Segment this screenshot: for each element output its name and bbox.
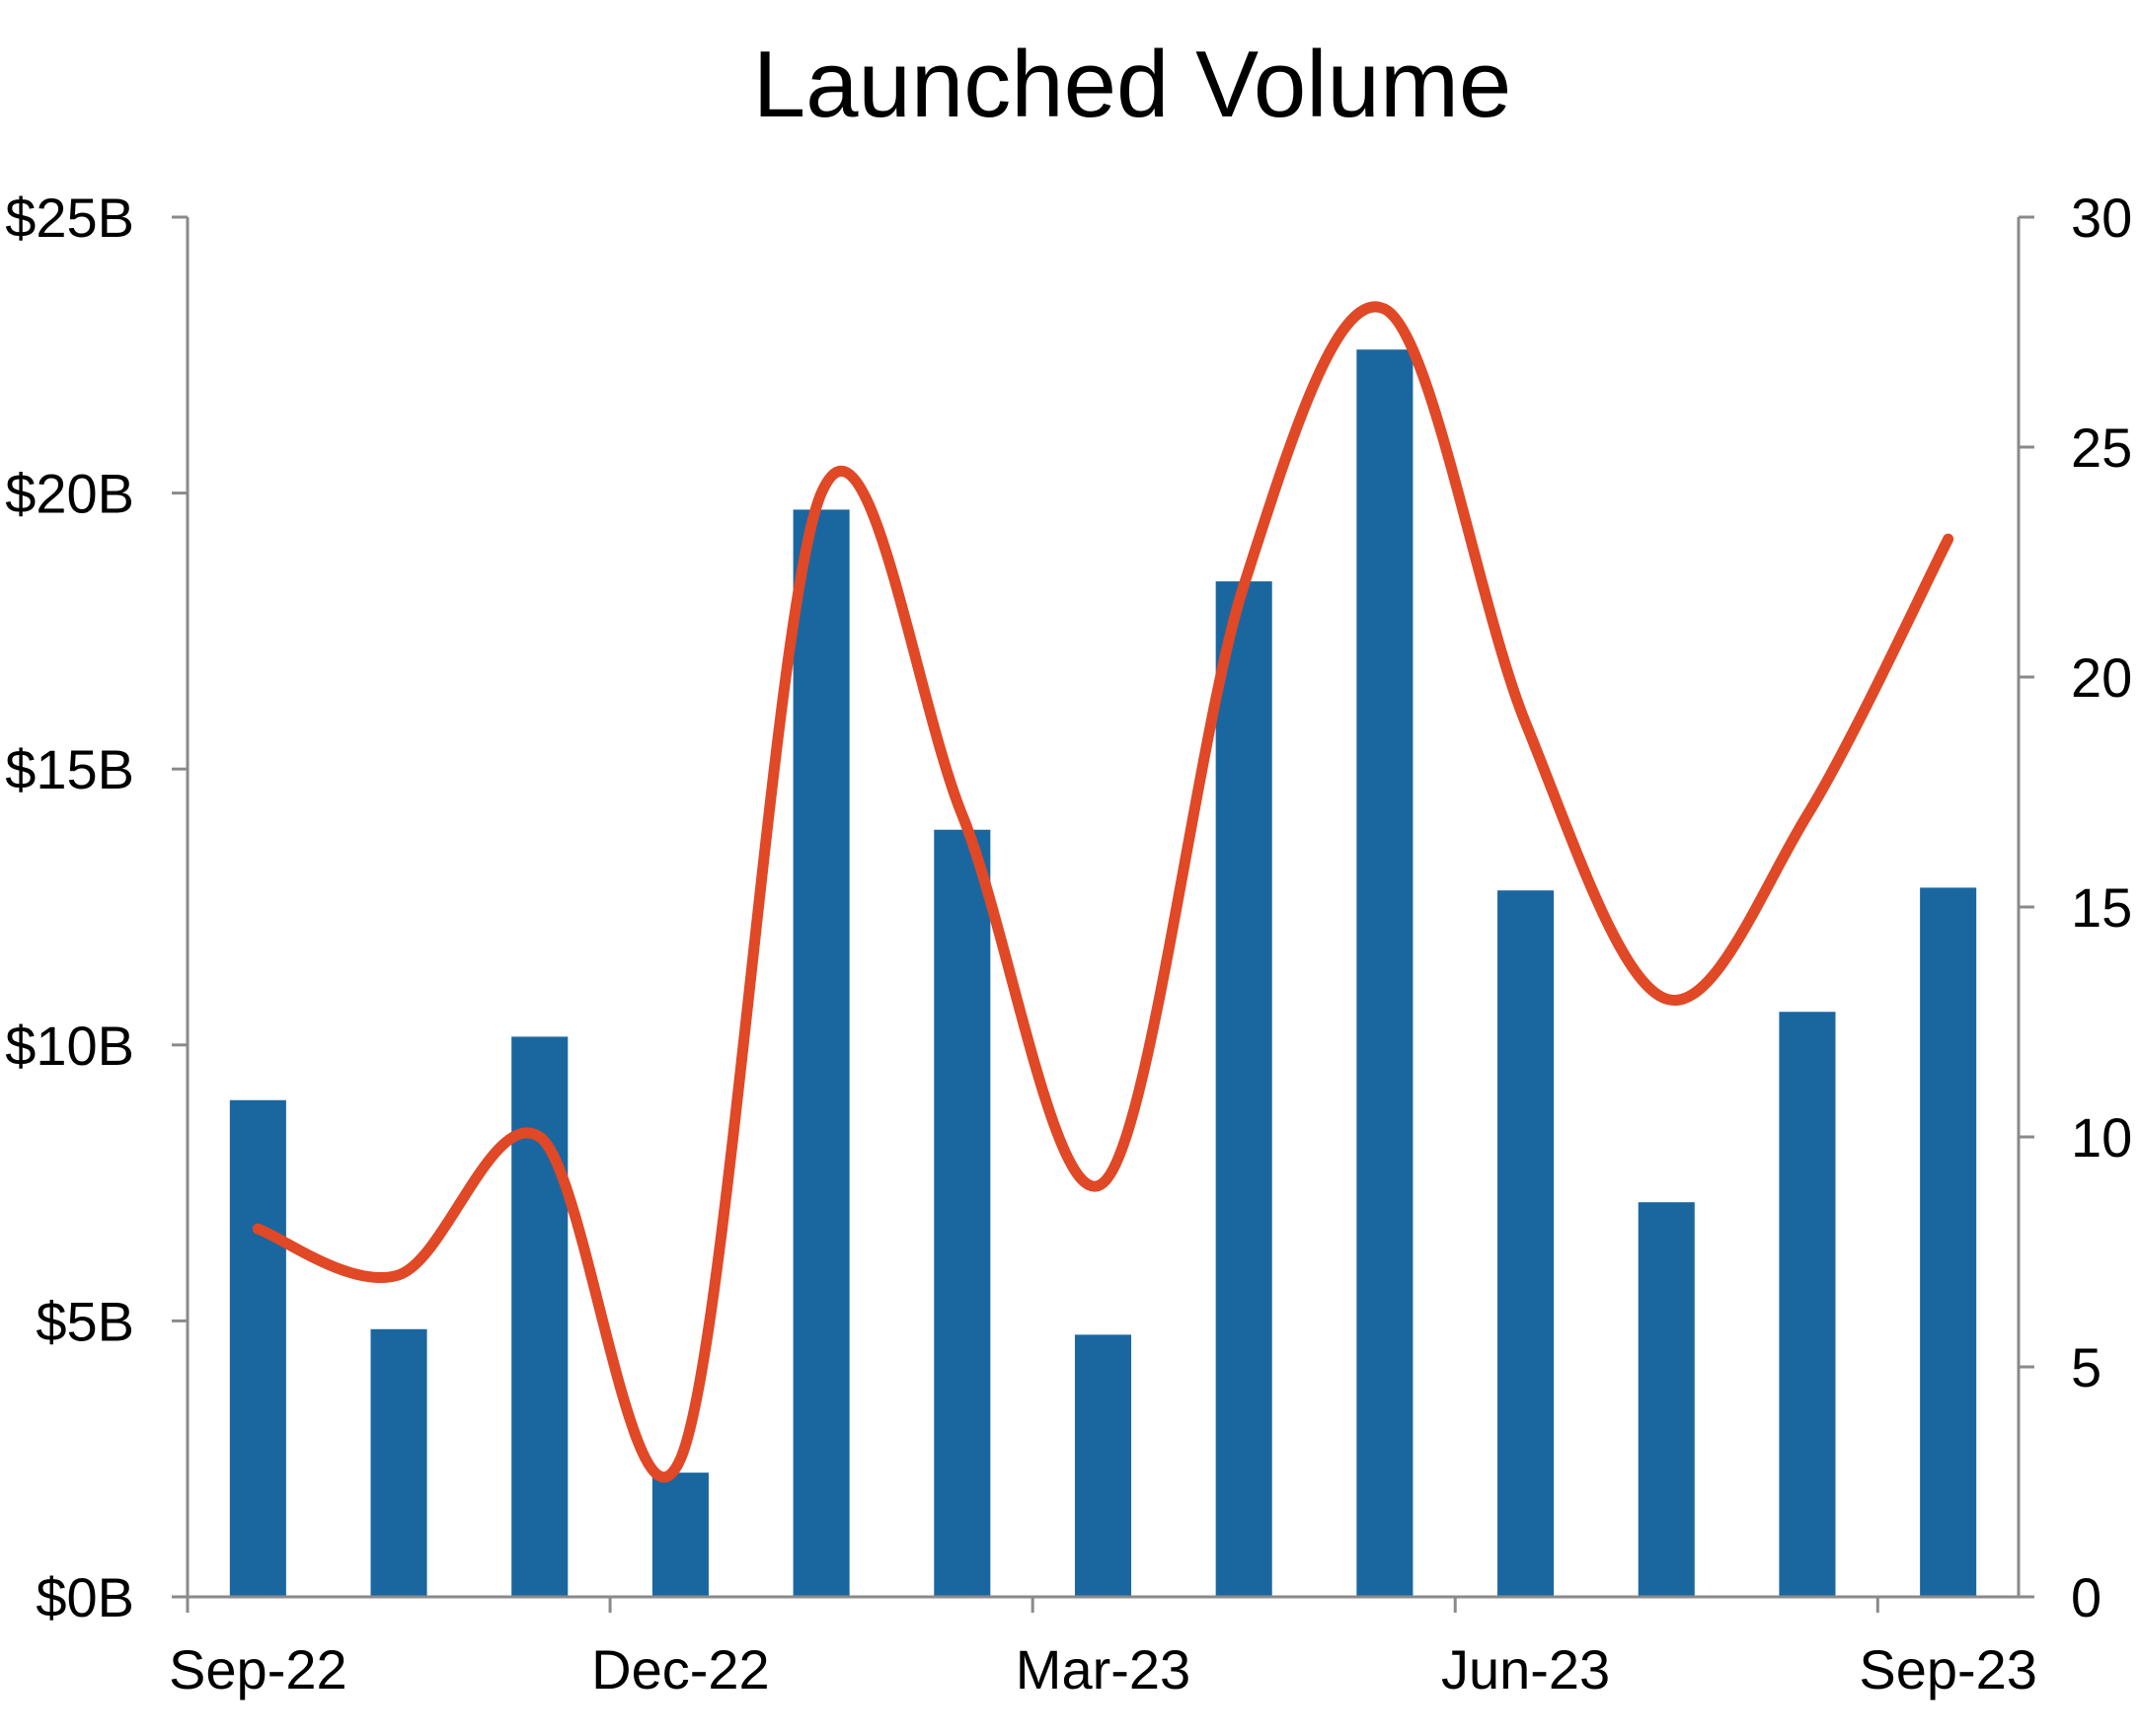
y-right-tick-label: 5	[2071, 1336, 2101, 1398]
y-left-tick-label: $10B	[5, 1015, 134, 1077]
bar-Sep-22	[229, 1099, 286, 1597]
bar-Dec-22	[651, 1472, 709, 1597]
y-right-tick-label: 25	[2071, 416, 2132, 479]
bar-series	[229, 349, 1977, 1597]
y-right-tick-label: 15	[2071, 876, 2132, 939]
x-tick-label: Jun-23	[1441, 1638, 1610, 1700]
y-left-tick-label: $5B	[36, 1290, 134, 1352]
bar-Apr-23	[1215, 581, 1272, 1597]
y-left-tick-label: $20B	[5, 463, 134, 525]
bar-Jan-23	[793, 509, 850, 1597]
axis-tick-labels: $0B $5B $10B $15B $20B $25B 0 5 10 15 20 25 30 Sep-22…	[5, 187, 2132, 1700]
x-tick-label: Sep-23	[1859, 1638, 2037, 1700]
bar-Mar-23	[1074, 1334, 1132, 1597]
bar-Jul-23	[1638, 1202, 1695, 1597]
x-tick-label: Sep-22	[169, 1638, 347, 1700]
x-tick-label: Mar-23	[1016, 1638, 1190, 1700]
x-tick-label: Dec-22	[591, 1638, 770, 1700]
bar-Nov-22	[511, 1036, 569, 1597]
y-right-tick-label: 0	[2071, 1566, 2101, 1628]
chart-title: Launched Volume	[753, 32, 1512, 137]
bar-Jun-23	[1497, 890, 1555, 1597]
bar-Oct-22	[370, 1328, 427, 1597]
line-series	[252, 301, 1954, 1483]
bar-May-23	[1356, 349, 1413, 1597]
axis-ticks	[172, 215, 2034, 1613]
bar-Aug-23	[1779, 1012, 1836, 1597]
y-left-tick-label: $0B	[36, 1566, 134, 1628]
y-right-tick-label: 20	[2071, 646, 2132, 709]
y-right-tick-label: 30	[2071, 187, 2132, 249]
bar-Sep-23	[1920, 887, 1977, 1597]
y-left-tick-label: $25B	[5, 187, 134, 249]
y-right-tick-label: 10	[2071, 1106, 2132, 1169]
bar-Feb-23	[934, 829, 991, 1597]
y-left-tick-label: $15B	[5, 738, 134, 800]
